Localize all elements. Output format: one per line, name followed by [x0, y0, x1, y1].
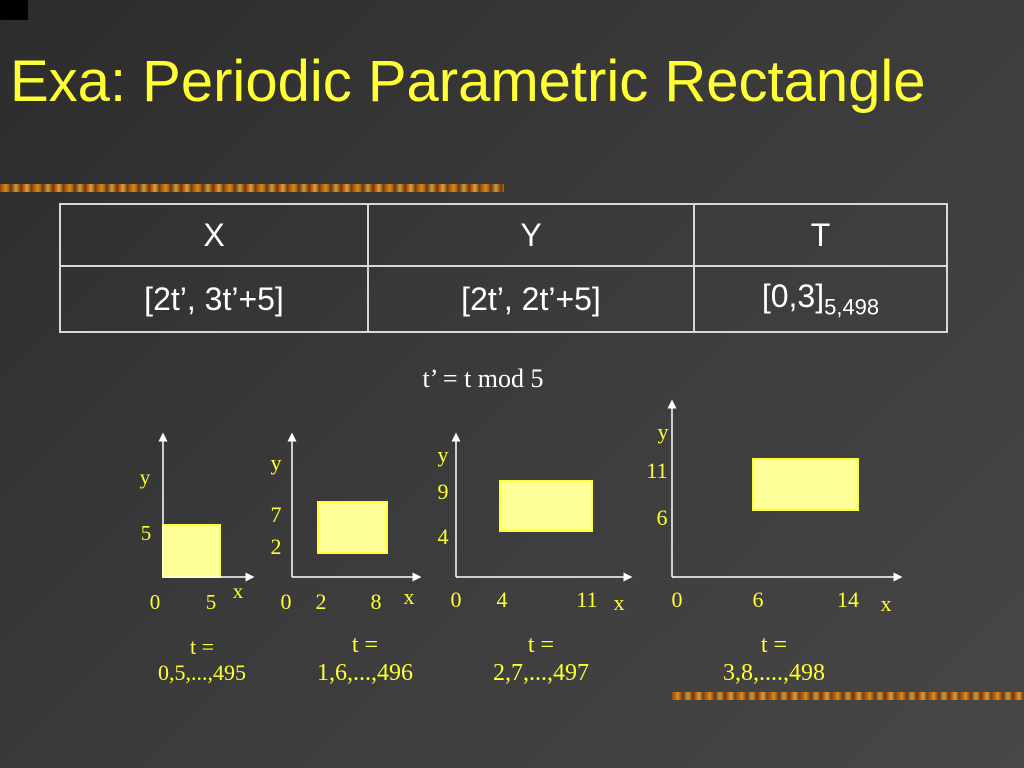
plot-4-x-tick-label: 6	[753, 587, 764, 612]
plot-3-x-tick-label: 0	[451, 587, 462, 612]
cell-y-range: [2t’, 2t’+5]	[367, 265, 695, 333]
plot-3-rectangle	[499, 480, 593, 532]
plot-1-rectangle	[162, 524, 221, 578]
plot-4-rectangle	[752, 458, 859, 511]
t-values: 0,5,...,495	[158, 660, 246, 685]
plot-4-y-tick-label: 6	[657, 505, 668, 530]
t-equals: t =	[527, 632, 555, 658]
plot-1-x-tick-label: 5	[206, 590, 217, 614]
t-label-4: t = 3,8,....,498	[702, 633, 846, 685]
slide-title: Exa: Periodic Parametric Rectangle	[10, 49, 926, 114]
plot-3-y-tick-label: 4	[438, 524, 449, 549]
slide-corner-mark	[0, 0, 28, 20]
plot-2-rectangle	[317, 501, 388, 554]
plot-1-y-axis-label: y	[140, 465, 151, 489]
plot-2-x-tick-label: 0	[281, 589, 292, 614]
plot-1-x-axis-label: x	[233, 579, 244, 603]
plot-3-x-tick-label: 4	[497, 587, 508, 612]
t-equals: t =	[760, 632, 788, 658]
cell-t-range: [0,3]5,498	[693, 265, 948, 333]
plot-3-x-tick-label: 11	[576, 587, 597, 612]
table-header-row: X Y T	[59, 203, 948, 267]
parameter-table: X Y T [2t’, 3t’+5] [2t’, 2t’+5] [0,3]5,4…	[59, 203, 948, 333]
decorative-stripe-bottom	[672, 692, 1024, 700]
plot-4-y-tick-label: 11	[646, 458, 667, 483]
plot-2-y-axis-label: y	[271, 450, 282, 475]
t-values: 3,8,....,498	[723, 660, 825, 686]
plot-2-y-tick-label: 2	[271, 534, 282, 559]
t-label-1: t = 0,5,...,495	[146, 636, 258, 684]
plot-3-x-axis-label: x	[614, 590, 625, 615]
cell-x-range: [2t’, 3t’+5]	[59, 265, 369, 333]
plot-1-x-tick-label: 0	[150, 590, 161, 614]
plot-4-y-axis-label: y	[658, 419, 669, 444]
plot-2-x-tick-label: 2	[316, 589, 327, 614]
plot-3-y-tick-label: 9	[438, 479, 449, 504]
plot-2-y-tick-label: 7	[271, 502, 282, 527]
t-label-2: t = 1,6,...,496	[296, 633, 434, 685]
t-range-subscript: 5,498	[824, 294, 880, 320]
header-t: T	[693, 203, 948, 267]
t-values: 2,7,...,497	[493, 660, 589, 686]
t-range-main: [0,3]	[761, 277, 825, 314]
plot-4-x-tick-label: 14	[837, 587, 859, 612]
plot-2-x-axis-label: x	[404, 584, 415, 609]
modulo-formula: t’ = t mod 5	[422, 364, 544, 393]
table-row: [2t’, 3t’+5] [2t’, 2t’+5] [0,3]5,498	[59, 265, 948, 333]
plot-3-y-axis-label: y	[438, 442, 449, 467]
header-x: X	[59, 203, 369, 267]
t-label-3: t = 2,7,...,497	[472, 633, 610, 685]
decorative-stripe-top	[0, 184, 504, 192]
header-y: Y	[367, 203, 695, 267]
plot-4-x-tick-label: 0	[672, 587, 683, 612]
t-equals: t =	[351, 632, 379, 658]
plot-4-x-axis-label: x	[881, 591, 892, 616]
t-equals: t =	[189, 634, 215, 659]
plot-2-x-tick-label: 8	[371, 589, 382, 614]
plot-1-y-tick-label: 5	[141, 521, 152, 545]
t-values: 1,6,...,496	[317, 660, 413, 686]
